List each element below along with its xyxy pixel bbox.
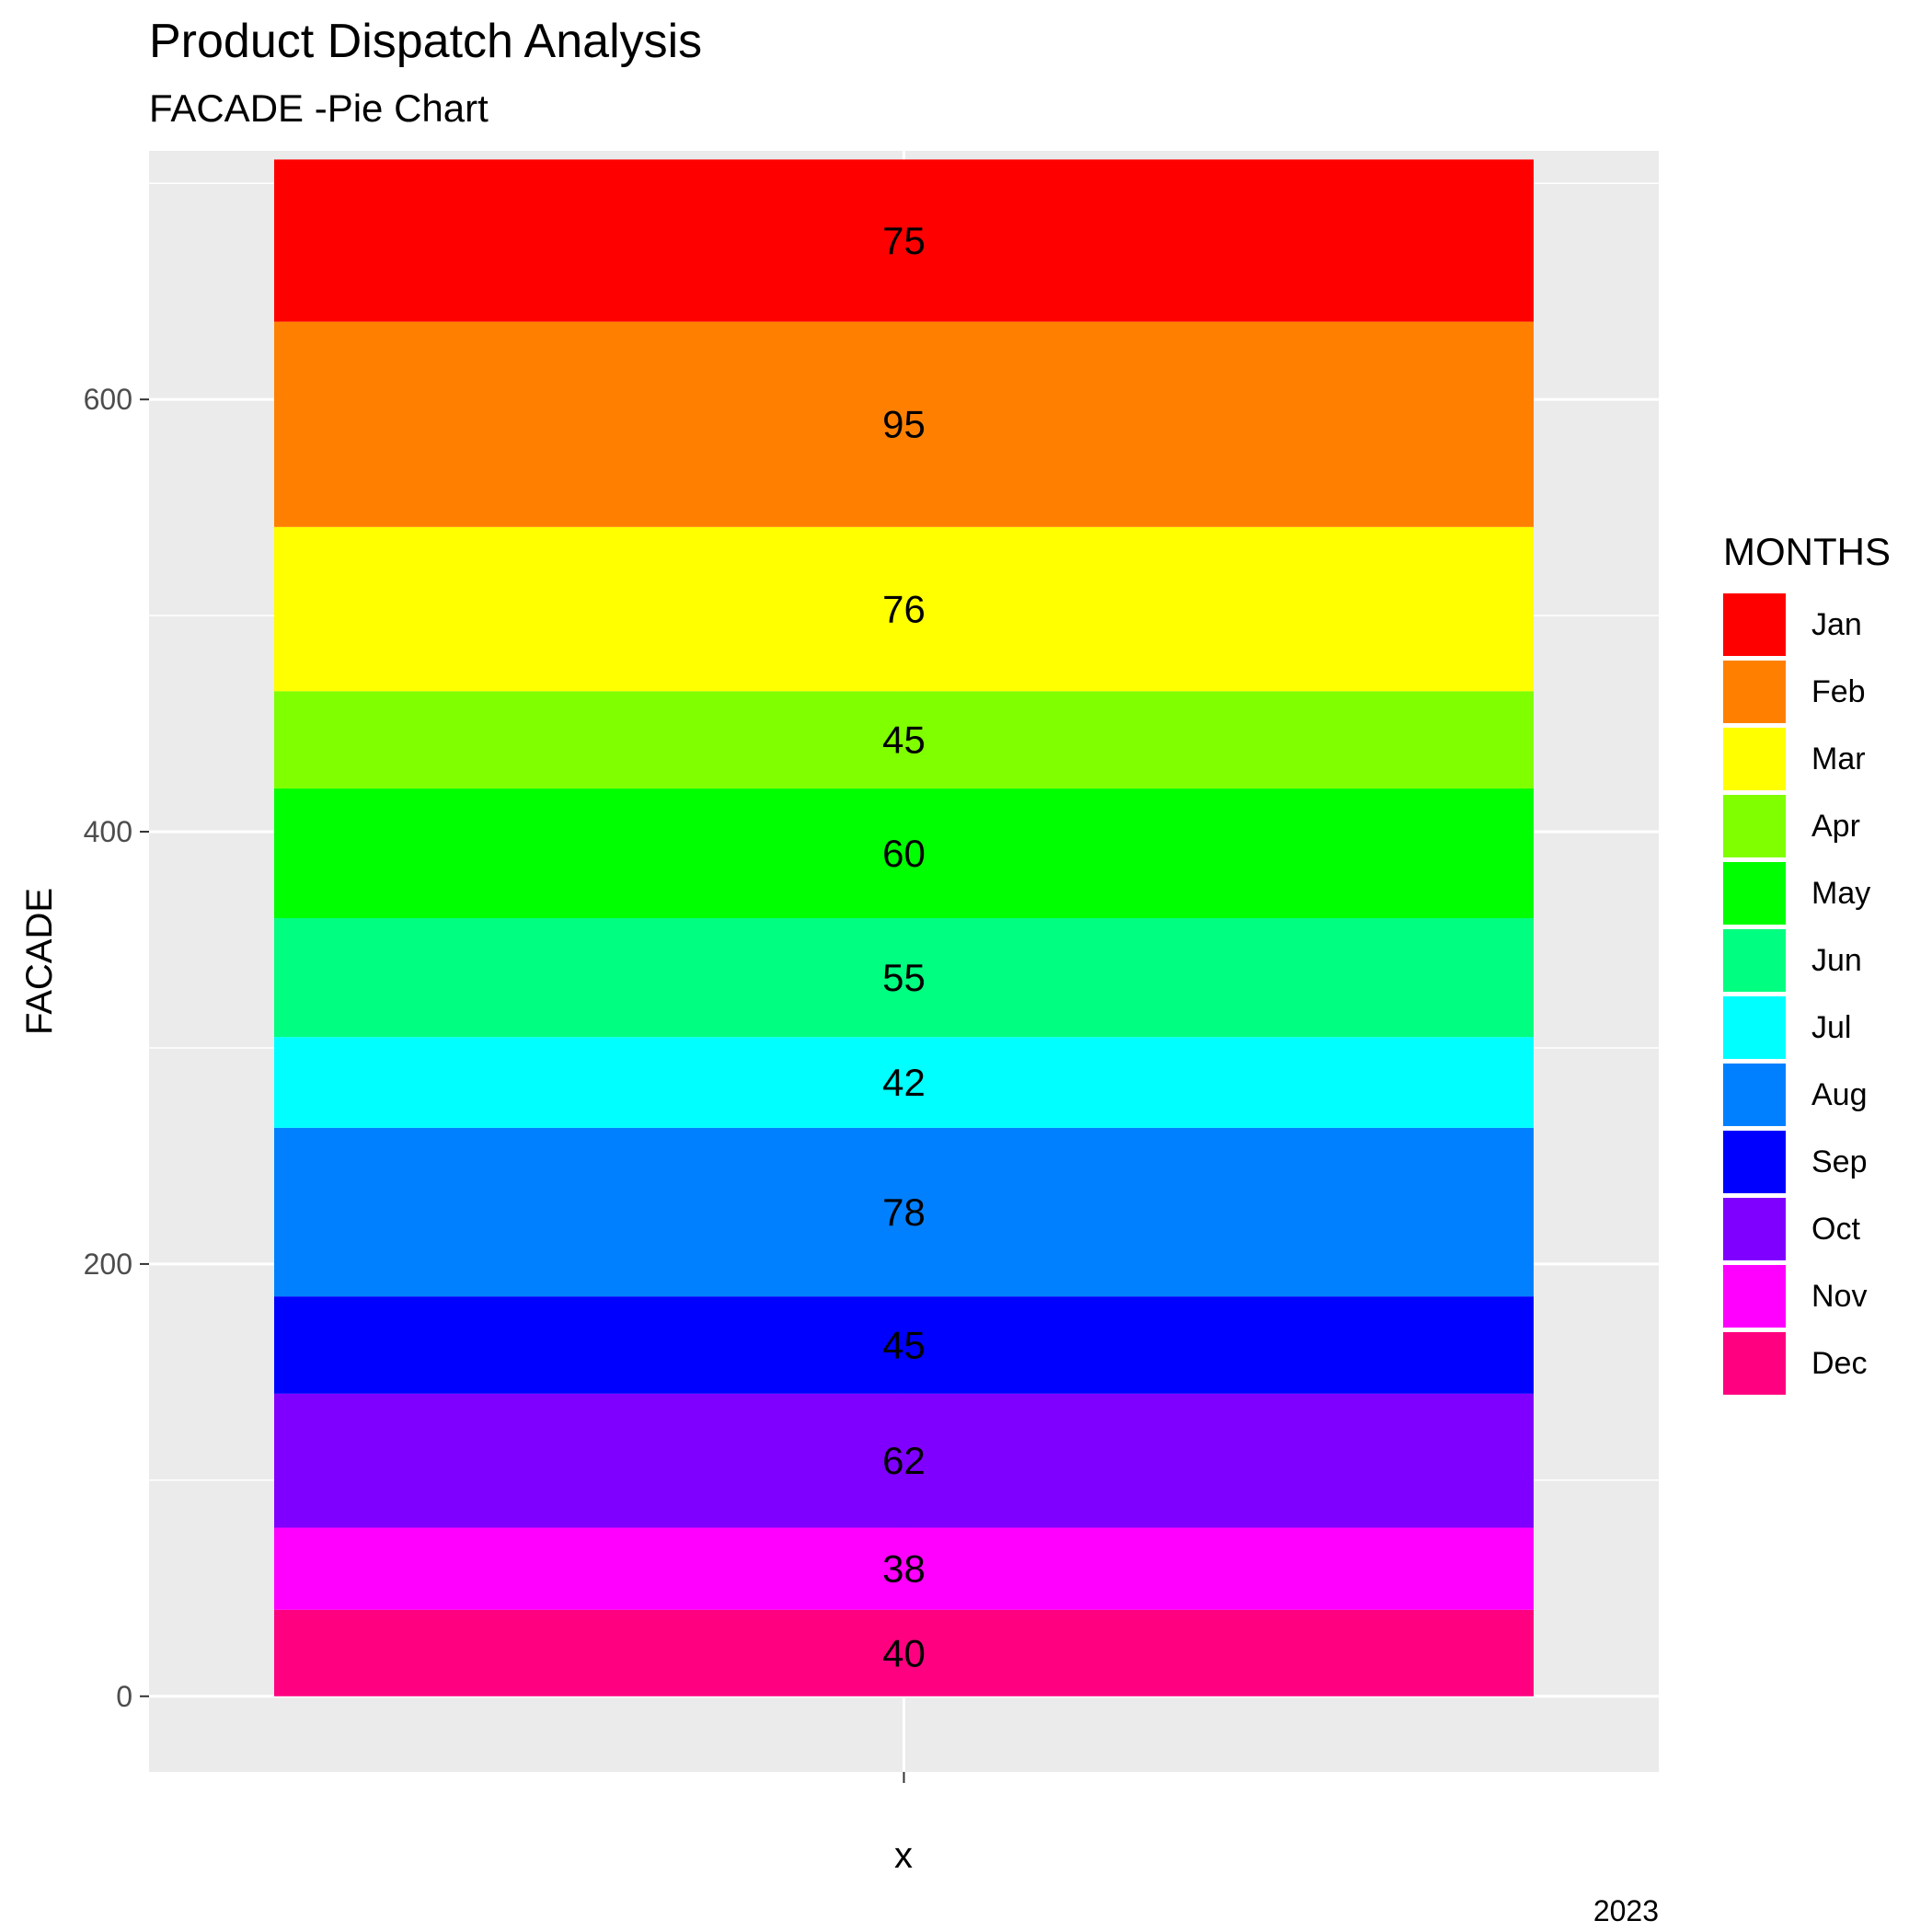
data-label-oct: 62 (882, 1439, 926, 1482)
data-label-mar: 76 (882, 588, 926, 631)
legend-label-mar: Mar (1811, 742, 1866, 776)
bar-segment-may (274, 788, 1534, 919)
legend-label-dec: Dec (1811, 1346, 1867, 1381)
legend-label-nov: Nov (1811, 1279, 1867, 1314)
data-label-jun: 55 (882, 956, 926, 999)
bar-segment-apr (274, 691, 1534, 789)
legend-key-apr (1723, 795, 1786, 857)
bar-segment-nov (274, 1527, 1534, 1610)
chart-subtitle: FACADE -Pie Chart (149, 86, 489, 130)
x-axis-title: x (894, 1835, 913, 1876)
legend: MONTHS Jan Feb Mar Apr May Jun Jul Aug Sep Oct Nov… (1723, 530, 1891, 1395)
data-label-jan: 75 (882, 219, 926, 262)
bar-segment-feb (274, 321, 1534, 527)
legend-key-dec (1723, 1332, 1786, 1395)
legend-label-aug: Aug (1811, 1077, 1868, 1112)
data-label-dec: 40 (882, 1631, 926, 1674)
legend-label-may: May (1811, 876, 1870, 911)
legend-key-feb (1723, 661, 1786, 723)
legend-key-mar (1723, 728, 1786, 790)
data-label-aug: 78 (882, 1190, 926, 1234)
legend-key-sep (1723, 1131, 1786, 1193)
data-label-jul: 42 (882, 1061, 926, 1104)
data-label-sep: 45 (882, 1324, 926, 1367)
y-tick-label: 600 (84, 383, 132, 416)
value-labels: 40 38 62 45 78 42 55 60 45 76 95 75 (882, 219, 926, 1674)
data-label-may: 60 (882, 832, 926, 875)
data-label-nov: 38 (882, 1547, 926, 1591)
legend-label-jun: Jun (1811, 943, 1862, 978)
legend-label-jul: Jul (1811, 1010, 1851, 1045)
legend-key-oct (1723, 1198, 1786, 1260)
bar-segment-aug (274, 1127, 1534, 1297)
bar-segment-jan (274, 159, 1534, 322)
legend-key-nov (1723, 1265, 1786, 1328)
legend-key-jun (1723, 929, 1786, 992)
data-label-apr: 45 (882, 719, 926, 762)
legend-key-may (1723, 862, 1786, 925)
legend-label-apr: Apr (1811, 809, 1860, 844)
caption: 2023 (1593, 1894, 1659, 1927)
data-label-feb: 95 (882, 403, 926, 446)
legend-key-jul (1723, 996, 1786, 1059)
y-axis-title: FACADE (19, 888, 60, 1035)
legend-key-aug (1723, 1064, 1786, 1126)
legend-label-oct: Oct (1811, 1212, 1860, 1247)
chart-title: Product Dispatch Analysis (149, 15, 702, 68)
bar-segment-dec (274, 1609, 1534, 1696)
bar-segment-jul (274, 1037, 1534, 1128)
legend-label-jan: Jan (1811, 607, 1862, 642)
stacked-bar (274, 159, 1534, 1696)
bar-segment-sep (274, 1296, 1534, 1394)
legend-title: MONTHS (1723, 530, 1891, 573)
y-tick-label: 400 (84, 815, 132, 848)
legend-key-jan (1723, 593, 1786, 656)
bar-segment-mar (274, 526, 1534, 692)
y-axis: 0 200 400 600 (84, 383, 149, 1713)
legend-label-feb: Feb (1811, 674, 1866, 709)
y-tick-label: 200 (84, 1248, 132, 1281)
bar-segment-jun (274, 918, 1534, 1038)
bar-segment-oct (274, 1393, 1534, 1528)
y-tick-label: 0 (116, 1680, 132, 1713)
legend-label-sep: Sep (1811, 1144, 1868, 1179)
